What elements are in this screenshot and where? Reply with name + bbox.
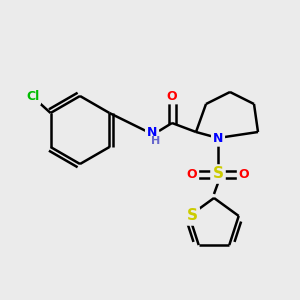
Text: S: S: [212, 167, 224, 182]
Text: O: O: [239, 167, 249, 181]
Text: S: S: [187, 208, 198, 224]
Text: Cl: Cl: [26, 91, 39, 103]
Text: O: O: [167, 89, 177, 103]
Text: N: N: [147, 125, 157, 139]
Text: O: O: [187, 167, 197, 181]
Text: H: H: [152, 136, 160, 146]
Text: N: N: [213, 131, 223, 145]
